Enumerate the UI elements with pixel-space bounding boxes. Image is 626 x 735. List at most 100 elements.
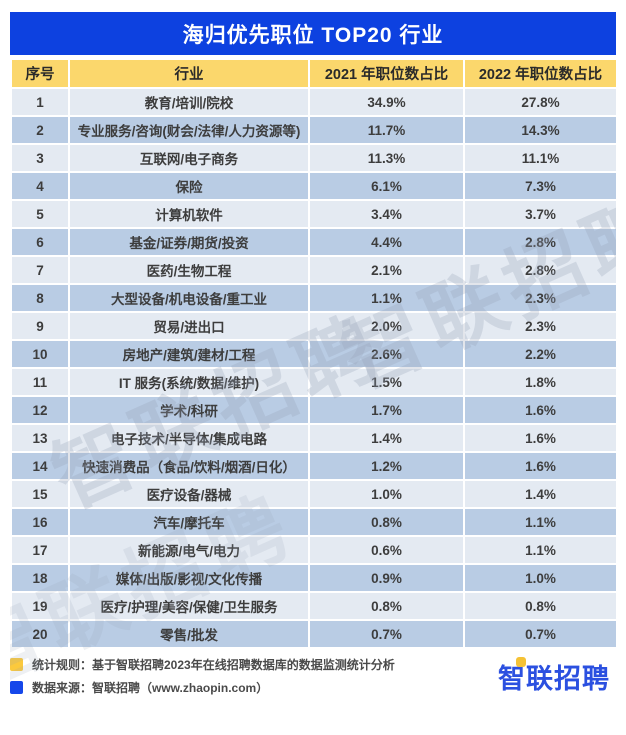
share-2022-cell: 1.0% bbox=[463, 563, 618, 593]
table-row: 10 房地产/建筑/建材/工程 2.6% 2.2% bbox=[10, 339, 618, 369]
table-row: 15 医疗设备/器械 1.0% 1.4% bbox=[10, 479, 618, 509]
note-data-source: 数据来源：智联招聘（www.zhaopin.com） bbox=[10, 679, 395, 696]
share-2022-cell: 2.2% bbox=[463, 339, 618, 369]
rank-cell: 13 bbox=[10, 423, 70, 453]
table-row: 6 基金/证券/期货/投资 4.4% 2.8% bbox=[10, 227, 618, 257]
share-2022-cell: 11.1% bbox=[463, 143, 618, 173]
header-2022-share: 2022 年职位数占比 bbox=[463, 58, 618, 89]
share-2022-cell: 1.8% bbox=[463, 367, 618, 397]
table-row: 1 教育/培训/院校 34.9% 27.8% bbox=[10, 87, 618, 117]
table-row: 7 医药/生物工程 2.1% 2.8% bbox=[10, 255, 618, 285]
industry-cell: 保险 bbox=[68, 171, 310, 201]
table-row: 2 专业服务/咨询(财会/法律/人力资源等) 11.7% 14.3% bbox=[10, 115, 618, 145]
share-2021-cell: 11.3% bbox=[308, 143, 465, 173]
industry-cell: 医疗设备/器械 bbox=[68, 479, 310, 509]
title-bar: 海归优先职位 TOP20 行业 bbox=[10, 12, 616, 55]
industry-cell: 快速消费品（食品/饮料/烟酒/日化） bbox=[68, 451, 310, 481]
table-row: 13 电子技术/半导体/集成电路 1.4% 1.6% bbox=[10, 423, 618, 453]
share-2021-cell: 34.9% bbox=[308, 87, 465, 117]
table-row: 11 IT 服务(系统/数据/维护) 1.5% 1.8% bbox=[10, 367, 618, 397]
industry-cell: 学术/科研 bbox=[68, 395, 310, 425]
share-2021-cell: 1.5% bbox=[308, 367, 465, 397]
share-2021-cell: 0.7% bbox=[308, 619, 465, 649]
rank-cell: 9 bbox=[10, 311, 70, 341]
industry-cell: 新能源/电气/电力 bbox=[68, 535, 310, 565]
legend-blue-square bbox=[10, 681, 23, 694]
industry-cell: IT 服务(系统/数据/维护) bbox=[68, 367, 310, 397]
zhaopin-logo: 智联招聘 bbox=[498, 656, 616, 696]
industry-cell: 房地产/建筑/建材/工程 bbox=[68, 339, 310, 369]
share-2022-cell: 0.7% bbox=[463, 619, 618, 649]
industry-cell: 大型设备/机电设备/重工业 bbox=[68, 283, 310, 313]
table-row: 20 零售/批发 0.7% 0.7% bbox=[10, 619, 618, 649]
share-2022-cell: 1.1% bbox=[463, 535, 618, 565]
share-2021-cell: 2.0% bbox=[308, 311, 465, 341]
share-2022-cell: 7.3% bbox=[463, 171, 618, 201]
note-stat-rule: 统计规则：基于智联招聘2023年在线招聘数据库的数据监测统计分析 bbox=[10, 656, 395, 673]
share-2021-cell: 6.1% bbox=[308, 171, 465, 201]
rank-cell: 7 bbox=[10, 255, 70, 285]
table-row: 12 学术/科研 1.7% 1.6% bbox=[10, 395, 618, 425]
rank-cell: 6 bbox=[10, 227, 70, 257]
rank-cell: 10 bbox=[10, 339, 70, 369]
table-row: 19 医疗/护理/美容/保健/卫生服务 0.8% 0.8% bbox=[10, 591, 618, 621]
table-row: 16 汽车/摩托车 0.8% 1.1% bbox=[10, 507, 618, 537]
share-2021-cell: 0.6% bbox=[308, 535, 465, 565]
share-2021-cell: 1.0% bbox=[308, 479, 465, 509]
industry-cell: 计算机软件 bbox=[68, 199, 310, 229]
share-2021-cell: 4.4% bbox=[308, 227, 465, 257]
footer-notes: 统计规则：基于智联招聘2023年在线招聘数据库的数据监测统计分析 数据来源：智联… bbox=[10, 656, 395, 696]
share-2021-cell: 2.1% bbox=[308, 255, 465, 285]
share-2021-cell: 11.7% bbox=[308, 115, 465, 145]
table-row: 17 新能源/电气/电力 0.6% 1.1% bbox=[10, 535, 618, 565]
industry-cell: 贸易/进出口 bbox=[68, 311, 310, 341]
share-2021-cell: 1.4% bbox=[308, 423, 465, 453]
industry-cell: 教育/培训/院校 bbox=[68, 87, 310, 117]
header-industry: 行业 bbox=[68, 58, 310, 89]
logo-dot-icon bbox=[516, 656, 526, 667]
share-2021-cell: 2.6% bbox=[308, 339, 465, 369]
rank-cell: 20 bbox=[10, 619, 70, 649]
industry-cell: 基金/证券/期货/投资 bbox=[68, 227, 310, 257]
rank-cell: 3 bbox=[10, 143, 70, 173]
industry-cell: 医疗/护理/美容/保健/卫生服务 bbox=[68, 591, 310, 621]
share-2022-cell: 1.1% bbox=[463, 507, 618, 537]
industry-cell: 汽车/摩托车 bbox=[68, 507, 310, 537]
industry-cell: 专业服务/咨询(财会/法律/人力资源等) bbox=[68, 115, 310, 145]
legend-yellow-square bbox=[10, 658, 23, 671]
share-2022-cell: 0.8% bbox=[463, 591, 618, 621]
industry-table: 序号 行业 2021 年职位数占比 2022 年职位数占比 1 教育/培训/院校 3… bbox=[10, 58, 618, 649]
industry-cell: 医药/生物工程 bbox=[68, 255, 310, 285]
share-2022-cell: 2.3% bbox=[463, 283, 618, 313]
share-2022-cell: 1.6% bbox=[463, 423, 618, 453]
footer: 统计规则：基于智联招聘2023年在线招聘数据库的数据监测统计分析 数据来源：智联… bbox=[10, 656, 616, 696]
page-title: 海归优先职位 TOP20 行业 bbox=[182, 23, 444, 47]
rank-cell: 15 bbox=[10, 479, 70, 509]
share-2021-cell: 0.8% bbox=[308, 591, 465, 621]
rank-cell: 18 bbox=[10, 563, 70, 593]
rank-cell: 2 bbox=[10, 115, 70, 145]
share-2021-cell: 0.9% bbox=[308, 563, 465, 593]
table-row: 5 计算机软件 3.4% 3.7% bbox=[10, 199, 618, 229]
table-row: 14 快速消费品（食品/饮料/烟酒/日化） 1.2% 1.6% bbox=[10, 451, 618, 481]
share-2022-cell: 2.8% bbox=[463, 227, 618, 257]
share-2022-cell: 1.6% bbox=[463, 451, 618, 481]
share-2022-cell: 2.3% bbox=[463, 311, 618, 341]
note-stat-rule-text: 统计规则：基于智联招聘2023年在线招聘数据库的数据监测统计分析 bbox=[32, 658, 395, 672]
table-row: 3 互联网/电子商务 11.3% 11.1% bbox=[10, 143, 618, 173]
rank-cell: 1 bbox=[10, 87, 70, 117]
table-body: 1 教育/培训/院校 34.9% 27.8% 2 专业服务/咨询(财会/法律/人力资源等)… bbox=[10, 87, 618, 649]
table-row: 18 媒体/出版/影视/文化传播 0.9% 1.0% bbox=[10, 563, 618, 593]
table-row: 9 贸易/进出口 2.0% 2.3% bbox=[10, 311, 618, 341]
logo-text: 智联招聘 bbox=[498, 663, 610, 694]
share-2022-cell: 27.8% bbox=[463, 87, 618, 117]
rank-cell: 16 bbox=[10, 507, 70, 537]
rank-cell: 19 bbox=[10, 591, 70, 621]
rank-cell: 12 bbox=[10, 395, 70, 425]
rank-cell: 11 bbox=[10, 367, 70, 397]
rank-cell: 14 bbox=[10, 451, 70, 481]
share-2021-cell: 0.8% bbox=[308, 507, 465, 537]
rank-cell: 17 bbox=[10, 535, 70, 565]
note-data-source-text: 数据来源：智联招聘（www.zhaopin.com） bbox=[32, 681, 269, 695]
rank-cell: 5 bbox=[10, 199, 70, 229]
